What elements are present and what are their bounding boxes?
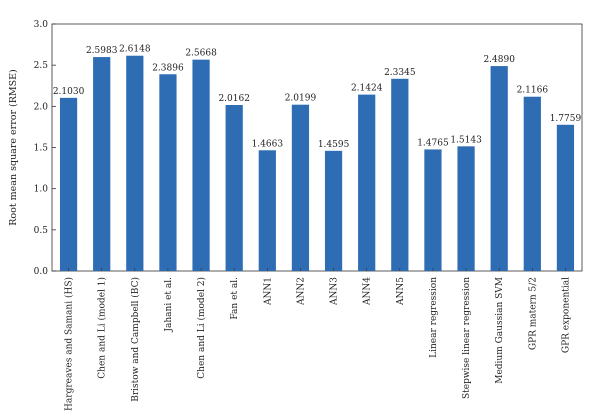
- x-category-label: ANN3: [330, 277, 340, 306]
- y-tick-label: 2.0: [34, 102, 49, 112]
- y-tick-label: 0.0: [34, 267, 49, 277]
- x-category-labels: Hargreaves and Samani (HS) Chen and Li (m…: [64, 268, 571, 411]
- bar-value-label: 2.5668: [185, 49, 217, 59]
- y-tick-label: 3.0: [34, 20, 49, 30]
- bar: [424, 149, 442, 271]
- bar-value-label: 1.7759: [550, 114, 582, 124]
- bar: [358, 94, 376, 271]
- y-axis-title: Root mean square error (RMSE): [8, 69, 19, 226]
- x-category-label: Hargreaves and Samani (HS): [64, 277, 75, 411]
- bar-value-label: 1.4595: [318, 140, 350, 150]
- bar: [93, 57, 111, 271]
- bar-value-label: 1.5143: [450, 135, 482, 145]
- bar-value-label: 2.5983: [86, 46, 118, 56]
- x-category-label: ANN4: [363, 277, 373, 306]
- x-category-label: GPR matern 5/2: [528, 277, 538, 350]
- bar: [159, 74, 177, 272]
- x-category-label: Medium Gaussian SVM: [495, 277, 505, 384]
- x-category-label: Chen and Li (model 1): [97, 277, 108, 379]
- x-category-label: Stepwise linear regression: [462, 277, 472, 399]
- bar: [391, 78, 409, 271]
- x-category-label: Linear regression: [429, 277, 439, 358]
- x-category-label: Chen and Li (model 2): [196, 277, 207, 379]
- bar: [556, 124, 575, 271]
- bar-value-label: 2.1166: [517, 86, 549, 96]
- bar: [258, 150, 276, 271]
- bar: [490, 66, 508, 272]
- x-category-label: GPR exponential: [561, 277, 571, 353]
- bar: [59, 97, 78, 271]
- x-category-label: Fan et al.: [230, 277, 240, 320]
- bar-value-label: 2.3896: [152, 63, 184, 73]
- x-category-label: Bristow and Campbell (BC): [130, 277, 141, 402]
- x-category-label: ANN1: [263, 277, 273, 306]
- bar-value-label: 2.3345: [384, 68, 416, 78]
- y-tick-label: 1.5: [34, 144, 49, 154]
- bar: [457, 146, 475, 271]
- bar: [126, 55, 144, 272]
- bar: [225, 104, 243, 271]
- x-category-label: Jahani et al.: [164, 277, 174, 333]
- bar: [192, 59, 210, 271]
- y-ticks: 0.0 0.5 1.0 1.5 2.0 2.5 3.0: [34, 20, 56, 277]
- bar-value-label: 2.4890: [483, 55, 515, 65]
- bar-value-label: 2.1424: [351, 84, 383, 94]
- bar-value-label: 2.0162: [218, 94, 250, 104]
- y-tick-label: 0.5: [34, 226, 49, 236]
- bars: [59, 55, 575, 272]
- bar-value-label: 2.6148: [119, 45, 151, 55]
- y-tick-label: 1.0: [34, 185, 49, 195]
- bar-value-label: 2.1030: [53, 87, 85, 97]
- x-category-label: ANN2: [296, 277, 306, 306]
- bar: [291, 104, 310, 271]
- bar: [523, 96, 541, 271]
- bar: [324, 150, 343, 271]
- bar-value-label: 1.4765: [417, 138, 449, 148]
- bar-value-label: 2.0199: [285, 94, 317, 104]
- x-category-label: ANN5: [396, 277, 406, 306]
- y-tick-label: 2.5: [34, 61, 49, 71]
- bar-value-label: 1.4663: [252, 139, 284, 149]
